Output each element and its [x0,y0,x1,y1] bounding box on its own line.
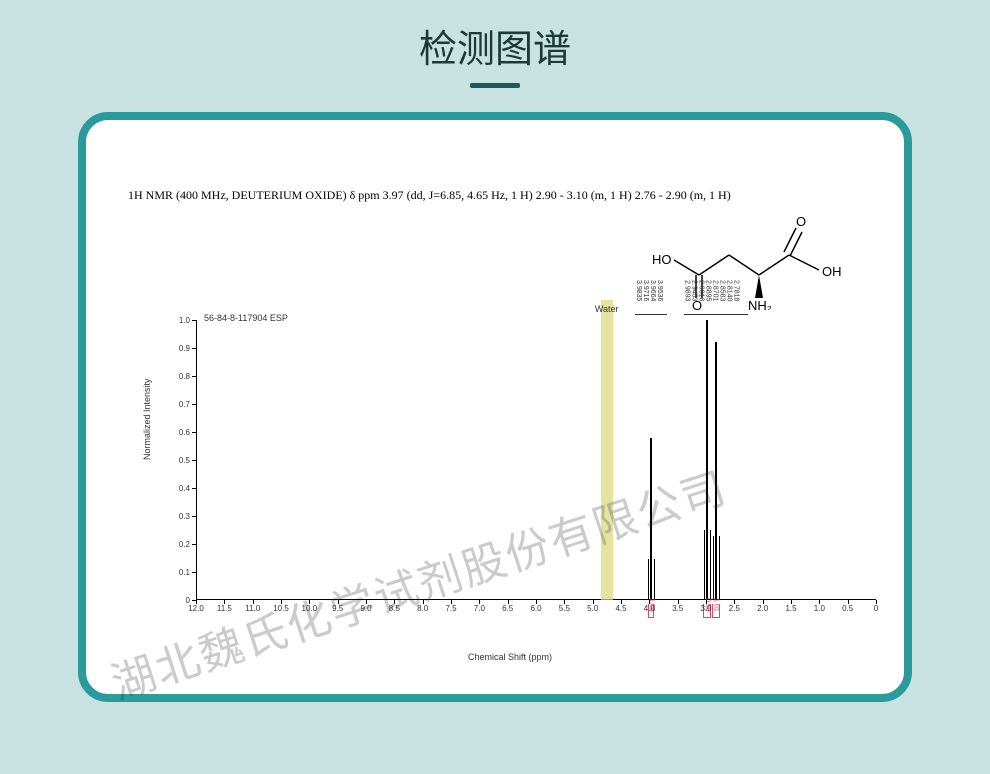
x-tick-label: 10.5 [273,604,289,613]
water-band [601,300,613,600]
y-tick-label: 0.3 [170,512,190,521]
y-tick-label: 0.5 [170,456,190,465]
y-tick-label: 0.6 [170,428,190,437]
integral-value: 1.01 [713,598,720,612]
nmr-description: 1H NMR (400 MHz, DEUTERIUM OXIDE) δ ppm … [128,188,731,203]
y-tick-label: 0.9 [170,344,190,353]
x-tick-label: 2.5 [729,604,740,613]
y-tick-label: 1.0 [170,316,190,325]
x-tick-label: 8.5 [389,604,400,613]
x-tick-label: 9.0 [360,604,371,613]
x-tick-label: 3.5 [672,604,683,613]
x-tick-label: 8.0 [417,604,428,613]
y-axis-label: Normalized Intensity [142,378,152,460]
atom-ho: HO [652,252,672,267]
nmr-peak [650,438,652,600]
y-axis-line [196,320,197,600]
nmr-chart: 56-84-8-117904 ESP Normalized Intensity … [140,310,880,650]
peak-value-labels: 2.98932.94532.90182.88952.87012.85832.81… [684,280,740,304]
x-axis-label: Chemical Shift (ppm) [468,652,552,662]
x-tick-label: 1.0 [814,604,825,613]
page-title: 检测图谱 [0,0,990,73]
y-tick-label: 0.7 [170,400,190,409]
plot-area: 3.98353.97163.96643.95362.98932.94532.90… [196,320,876,600]
x-tick-label: 7.0 [474,604,485,613]
spectrum-panel: 1H NMR (400 MHz, DEUTERIUM OXIDE) δ ppm … [78,112,912,702]
y-tick-label: 0 [170,596,190,605]
y-tick-label: 0.4 [170,484,190,493]
y-tick-label: 0.8 [170,372,190,381]
x-tick-label: 7.5 [445,604,456,613]
x-tick-label: 2.0 [757,604,768,613]
x-tick-label: 1.5 [785,604,796,613]
x-tick-label: 11.0 [245,604,260,613]
peak-value-labels: 3.98353.97163.96643.9536 [635,280,663,304]
x-tick-label: 3.0 [700,604,711,613]
y-tick-label: 0.1 [170,568,190,577]
y-tick-label: 0.2 [170,540,190,549]
x-tick-label: 10.0 [302,604,318,613]
atom-oh: OH [822,264,842,279]
water-label: Water [595,304,619,314]
x-tick-label: 11.5 [217,604,232,613]
x-tick-label: 4.0 [644,604,655,613]
x-tick-label: 12.0 [188,604,204,613]
x-tick-label: 6.0 [530,604,541,613]
title-underline [470,83,520,88]
x-tick-label: 0.5 [842,604,853,613]
nmr-peak [706,320,708,600]
x-tick-label: 6.5 [502,604,513,613]
x-tick-label: 5.5 [559,604,570,613]
x-tick-label: 5.0 [587,604,598,613]
atom-nh2: NH₂ [748,298,772,310]
x-tick-label: 4.5 [615,604,626,613]
x-tick-label: 0 [874,604,878,613]
atom-o2: O [796,214,806,229]
x-tick-label: 9.5 [332,604,343,613]
nmr-peak [715,342,717,600]
molecule-structure: HO O O OH NH₂ [644,210,864,310]
